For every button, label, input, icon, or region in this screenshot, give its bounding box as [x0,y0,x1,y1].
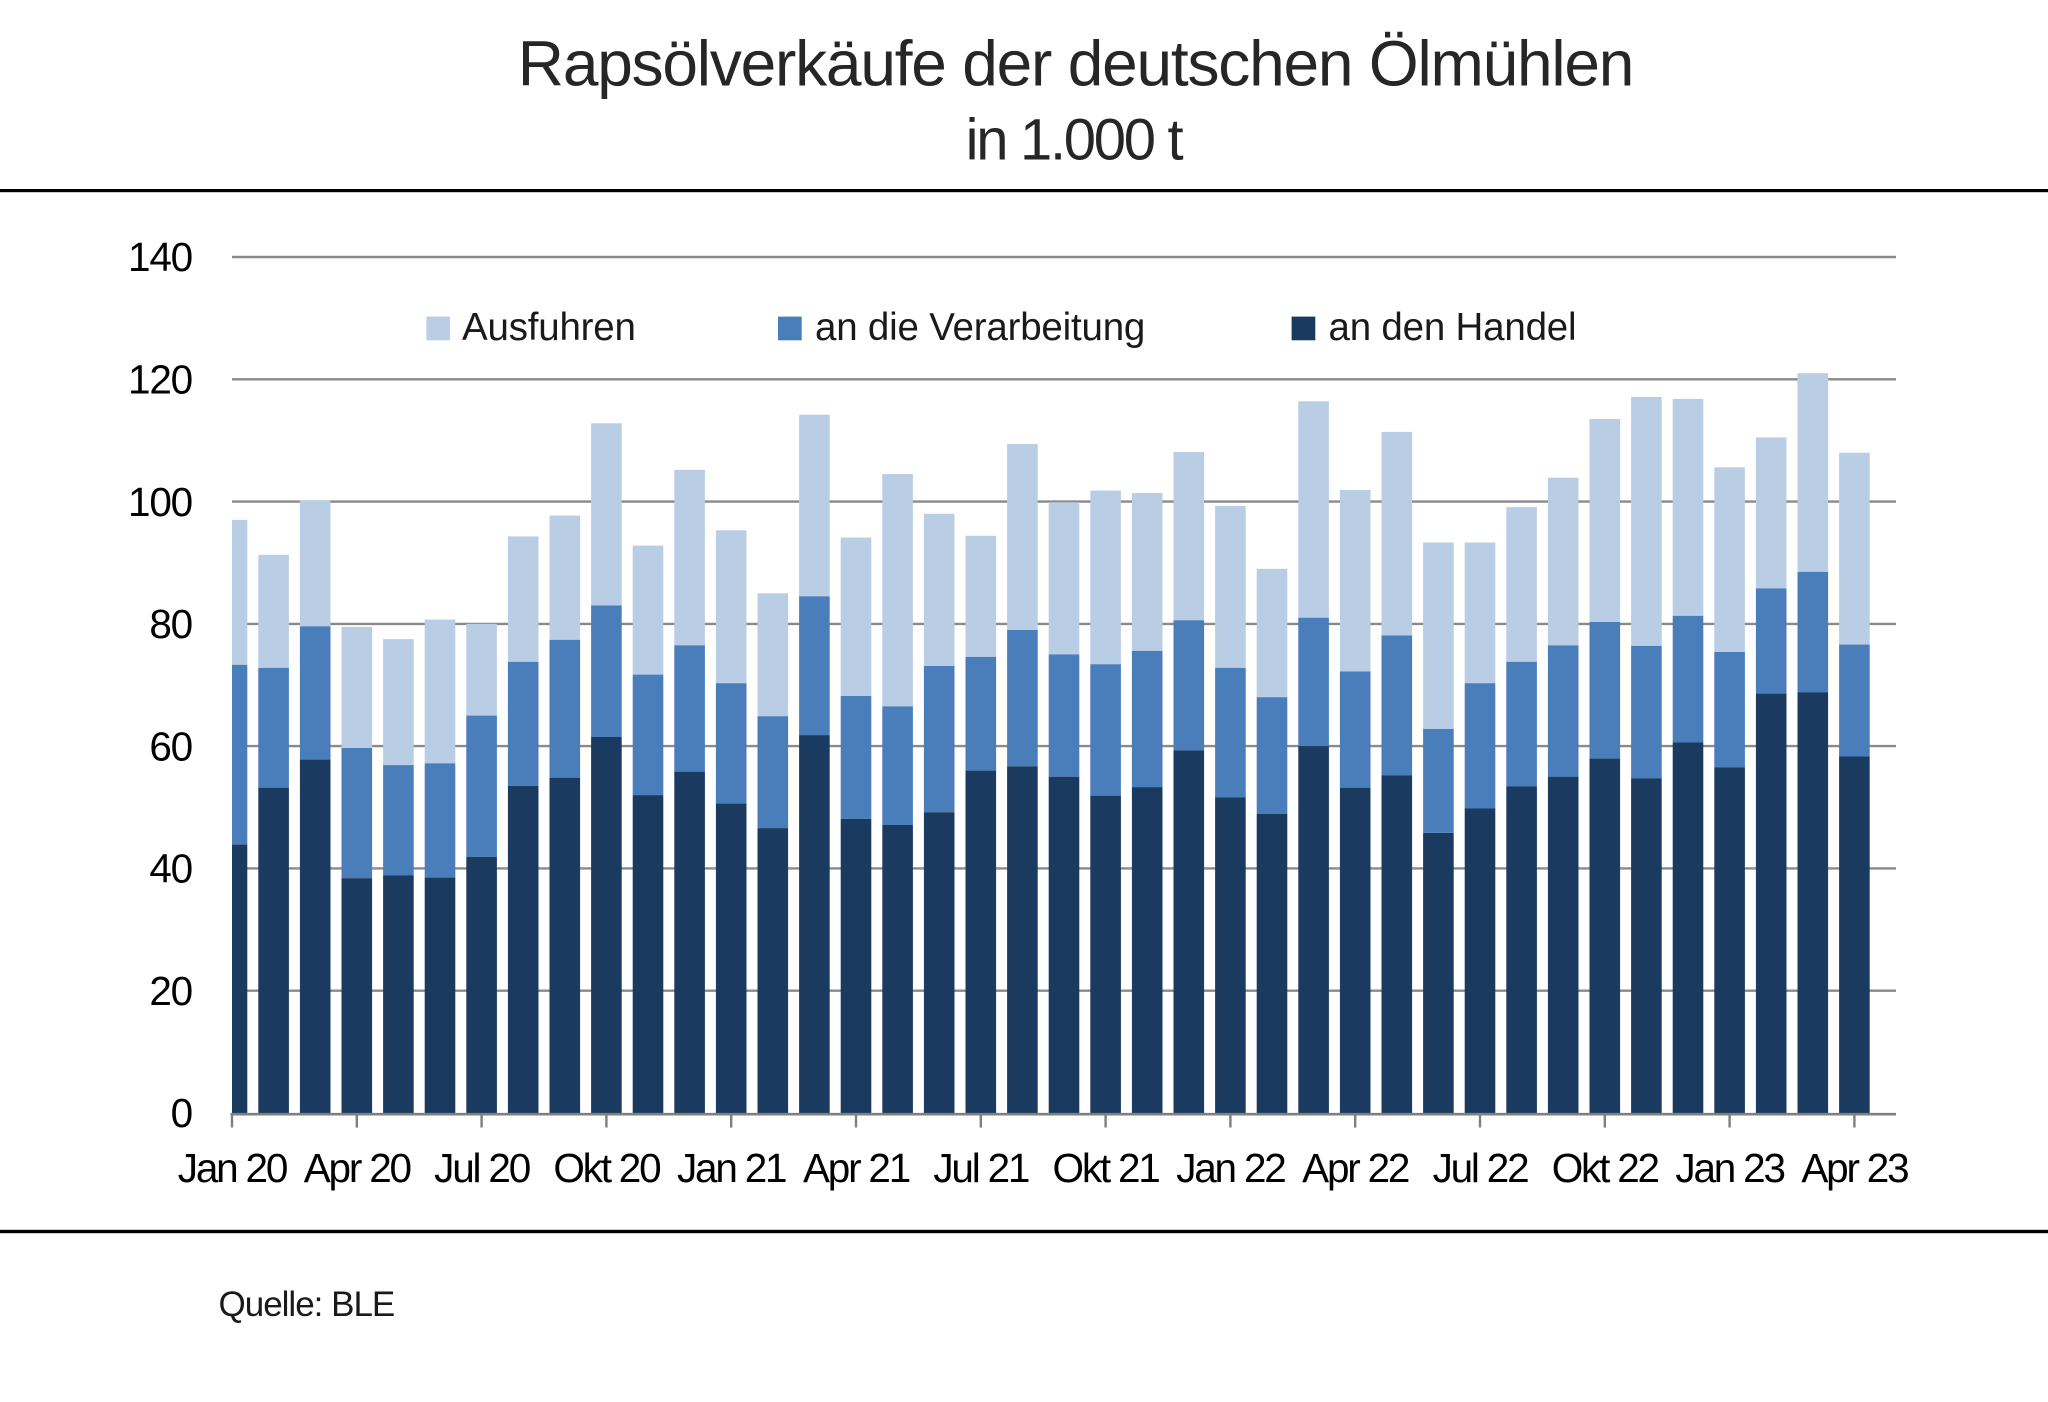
svg-text:Jul 21: Jul 21 [933,1145,1029,1191]
svg-text:80: 80 [149,601,192,647]
svg-text:Apr 21: Apr 21 [803,1145,910,1191]
svg-text:Apr 23: Apr 23 [1801,1145,1908,1191]
svg-text:40: 40 [149,846,192,892]
svg-text:Quelle: BLE: Quelle: BLE [219,1285,395,1324]
svg-text:100: 100 [128,479,192,525]
svg-text:in 1.000 t: in 1.000 t [966,108,1184,173]
svg-text:an den Handel: an den Handel [1329,306,1577,349]
svg-text:Jan 21: Jan 21 [677,1145,786,1191]
svg-text:0: 0 [171,1090,192,1136]
svg-text:Jul 22: Jul 22 [1433,1145,1529,1191]
svg-text:20: 20 [149,968,192,1014]
svg-text:60: 60 [149,723,192,769]
svg-text:an die Verarbeitung: an die Verarbeitung [815,306,1145,349]
svg-text:Apr 22: Apr 22 [1302,1145,1409,1191]
svg-text:140: 140 [128,234,192,280]
svg-text:Okt 21: Okt 21 [1053,1145,1160,1191]
svg-text:Apr 20: Apr 20 [304,1145,411,1191]
svg-text:Jan 20: Jan 20 [178,1145,287,1191]
svg-text:Jan 23: Jan 23 [1675,1145,1784,1191]
svg-text:Okt 20: Okt 20 [553,1145,660,1191]
svg-text:Okt 22: Okt 22 [1552,1145,1659,1191]
svg-text:Jan 22: Jan 22 [1176,1145,1285,1191]
svg-text:Jul 20: Jul 20 [434,1145,530,1191]
svg-text:Rapsölverkäufe der deutschen Ö: Rapsölverkäufe der deutschen Ölmühlen [518,28,1633,100]
svg-text:Ausfuhren: Ausfuhren [462,306,636,349]
svg-text:120: 120 [128,357,192,403]
